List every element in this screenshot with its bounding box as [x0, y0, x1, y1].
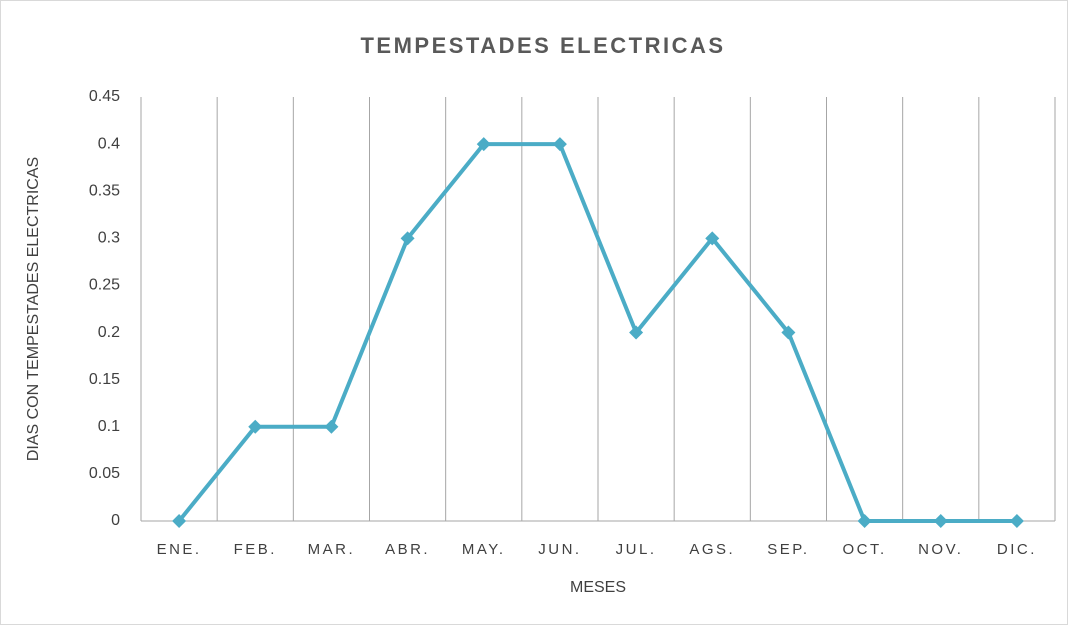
x-tick-label: ENE. — [157, 541, 202, 558]
data-marker — [476, 137, 491, 152]
x-tick-label: FEB. — [234, 541, 277, 558]
y-tick-label: 0.35 — [89, 182, 120, 199]
data-marker — [857, 514, 872, 528]
x-tick-label: ABR. — [385, 541, 430, 558]
data-line — [177, 142, 1017, 523]
chart-title: TEMPESTADES ELECTRICAS — [360, 33, 725, 58]
data-marker — [1009, 514, 1024, 528]
x-tick-label: JUN. — [538, 541, 581, 558]
y-tick-label: 0.4 — [98, 135, 120, 152]
data-marker — [172, 514, 187, 528]
y-tick-label: 0.15 — [89, 371, 120, 388]
y-tick-label: 0.25 — [89, 277, 120, 294]
y-tick-label: 0.2 — [98, 324, 120, 341]
data-marker — [248, 419, 263, 434]
data-marker — [400, 231, 415, 246]
data-marker — [781, 325, 796, 340]
x-tick-label: MAY. — [462, 541, 506, 558]
y-axis-label: DIAS CON TEMPESTADES ELECTRICAS — [25, 157, 42, 461]
data-marker — [552, 137, 567, 152]
x-tick-label: SEP. — [767, 541, 809, 558]
data-marker — [629, 325, 644, 340]
x-tick-label: AGS. — [689, 541, 735, 558]
x-tick-label: DIC. — [997, 541, 1037, 558]
data-marker — [705, 231, 720, 246]
data-marker — [933, 514, 948, 528]
y-tick-label: 0.05 — [89, 465, 120, 482]
x-tick-label: MAR. — [308, 541, 356, 558]
x-tick-label: NOV. — [918, 541, 963, 558]
y-tick-label: 0.3 — [98, 230, 120, 247]
data-marker — [324, 419, 339, 434]
y-tick-label: 0.1 — [98, 418, 120, 435]
x-axis-label: MESES — [570, 579, 626, 596]
y-tick-label: 0.45 — [89, 88, 120, 105]
x-tick-label: OCT. — [842, 541, 886, 558]
x-tick-label: JUL. — [616, 541, 657, 558]
y-tick-label: 0 — [111, 512, 120, 529]
